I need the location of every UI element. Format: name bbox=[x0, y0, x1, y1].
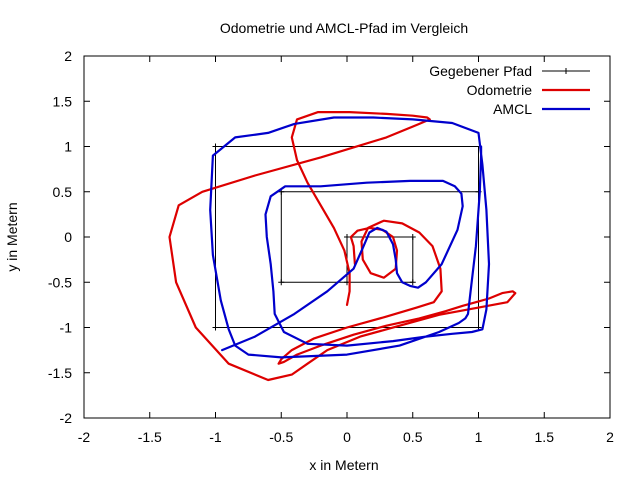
x-tick-label: -0.5 bbox=[269, 429, 293, 445]
series-point-gegebener-pfad bbox=[212, 143, 219, 150]
y-tick-label: 0 bbox=[64, 229, 72, 245]
y-tick-label: 0.5 bbox=[53, 184, 73, 200]
chart-title: Odometrie und AMCL-Pfad im Vergleich bbox=[220, 20, 468, 36]
x-tick-label: 2 bbox=[606, 429, 614, 445]
x-tick-label: 1 bbox=[475, 429, 483, 445]
y-tick-label: 1 bbox=[64, 139, 72, 155]
legend-label-odometrie: Odometrie bbox=[467, 82, 533, 98]
x-tick-label: 0.5 bbox=[403, 429, 423, 445]
series-layer bbox=[168, 111, 517, 382]
axis-ticks: -2 -1.5 -1 -0.5 0 0.5 1 1.5 2 -2 -1.5 -1 -0.5 0 0.5 1 1.… bbox=[48, 48, 614, 445]
series-line-amcl bbox=[209, 116, 491, 359]
series-point-gegebener-pfad bbox=[344, 234, 350, 240]
x-tick-label: -1.5 bbox=[138, 429, 162, 445]
y-tick-label: 2 bbox=[64, 48, 72, 64]
series-point-gegebener-pfad bbox=[278, 279, 285, 286]
y-axis-label: y in Metern bbox=[4, 202, 20, 271]
y-tick-label: -2 bbox=[60, 410, 73, 426]
legend: Gegebener Pfad Odometrie AMCL bbox=[429, 63, 590, 117]
y-tick-label: 1.5 bbox=[53, 93, 73, 109]
series-point-gegebener-pfad bbox=[409, 234, 416, 240]
x-tick-label: 1.5 bbox=[535, 429, 555, 445]
series-point-gegebener-pfad bbox=[212, 324, 219, 331]
y-tick-label: -0.5 bbox=[48, 274, 72, 290]
legend-label-amcl: AMCL bbox=[493, 101, 532, 117]
legend-label-gegebener-pfad: Gegebener Pfad bbox=[429, 63, 532, 79]
x-tick-label: -2 bbox=[78, 429, 91, 445]
series-line-gegebener-pfad-outer bbox=[215, 146, 479, 328]
x-tick-label: -1 bbox=[209, 429, 222, 445]
x-tick-label: 0 bbox=[343, 429, 351, 445]
y-tick-label: -1.5 bbox=[48, 365, 72, 381]
y-tick-label: -1 bbox=[60, 320, 73, 336]
series-line-odometrie bbox=[168, 111, 517, 382]
x-axis-label: x in Metern bbox=[309, 457, 378, 473]
series-point-gegebener-pfad bbox=[409, 279, 416, 286]
